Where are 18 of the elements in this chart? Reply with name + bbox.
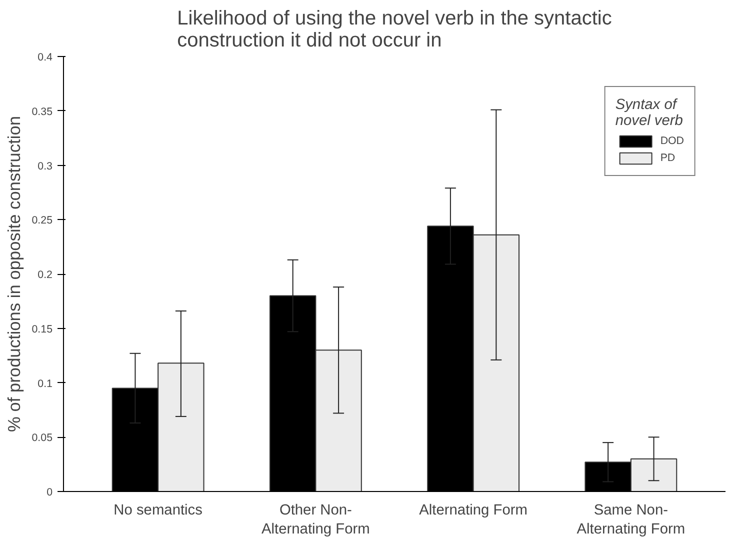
x-tick-label: Alternating Form (419, 502, 528, 518)
y-axis-title: % of productions in opposite construction (4, 116, 24, 432)
y-tick-label: 0.05 (32, 432, 53, 444)
x-tick-label: Other Non- Alternating Form (262, 502, 370, 538)
y-tick-label: 0 (46, 486, 53, 498)
chart-title: Likelihood of using the novel verb in the syntactic construction it did not occur in (177, 8, 612, 52)
legend-label: DOD (660, 135, 684, 147)
y-tick-label: 0.2 (38, 269, 53, 281)
y-tick-label: 0.1 (38, 378, 53, 390)
y-tick-label: 0.4 (38, 52, 53, 64)
x-tick-label: Same Non- Alternating Form (576, 502, 686, 538)
legend-label: PD (660, 152, 676, 164)
y-tick-label: 0.3 (38, 160, 53, 172)
y-tick-label: 0.25 (32, 214, 53, 227)
y-tick-label: 0.35 (32, 106, 53, 118)
y-tick-label: 0.15 (32, 323, 53, 336)
x-tick-label: No semantics (114, 502, 202, 518)
legend-title: Syntax of novel verb (615, 97, 684, 129)
